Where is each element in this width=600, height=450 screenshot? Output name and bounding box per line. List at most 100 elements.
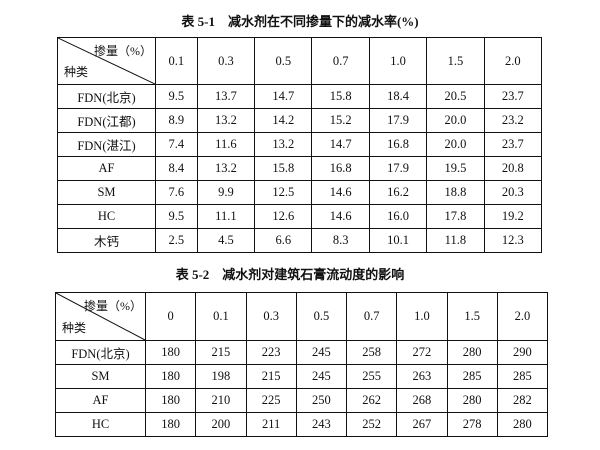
table-cell: 200	[195, 412, 247, 437]
table-row: AF 8.4 13.2 15.8 16.8 17.9 19.5 20.8	[57, 156, 543, 181]
fluidity-table: 掺量（%） 种类 0 0.1 0.3 0.5 0.7 1.0 1.5 2.0 FDN(北京) 180 2…	[55, 292, 549, 437]
table-cell: 13.7	[196, 84, 256, 109]
table-cell: 17.9	[368, 156, 428, 181]
table-cell: 223	[245, 340, 297, 365]
dosage-label: 掺量（%）	[94, 44, 152, 58]
table-cell: 2.5	[155, 228, 198, 253]
table-cell: 14.7	[254, 84, 313, 109]
row-header: FDN(湛江)	[57, 132, 156, 157]
table-cell: 7.4	[155, 132, 198, 157]
column-header: 0.1	[155, 37, 198, 85]
table-cell: 245	[295, 340, 348, 365]
table-row: FDN(湛江) 7.4 11.6 13.2 14.7 16.8 20.0 23.7	[57, 132, 543, 157]
table-cell: 278	[446, 412, 498, 437]
table-cell: 7.6	[155, 180, 198, 205]
table-cell: 255	[345, 364, 398, 389]
table-cell: 18.8	[426, 180, 485, 205]
row-header: AF	[57, 156, 156, 181]
column-header: 1.5	[426, 37, 485, 85]
table-cell: 13.2	[196, 108, 256, 133]
column-header: 0.1	[195, 292, 247, 341]
table-cell: 17.8	[426, 204, 485, 229]
table-cell: 9.5	[155, 84, 198, 109]
table-cell: 280	[446, 340, 498, 365]
type-label: 种类	[64, 65, 89, 79]
table-cell: 285	[496, 364, 549, 389]
table-cell: 20.0	[426, 132, 485, 157]
table-cell: 280	[496, 412, 549, 437]
table-cell: 9.5	[155, 204, 198, 229]
table-cell: 16.8	[311, 156, 370, 181]
table-cell: 15.2	[311, 108, 370, 133]
table-cell: 12.6	[254, 204, 313, 229]
table-cell: 8.4	[155, 156, 198, 181]
table-cell: 16.2	[368, 180, 428, 205]
table-cell: 20.8	[483, 156, 543, 181]
column-header: 1.0	[368, 37, 428, 85]
corner-header: 掺量（%） 种类	[57, 37, 156, 85]
table-cell: 262	[345, 388, 398, 413]
corner-header: 掺量（%） 种类	[55, 292, 146, 341]
column-header: 0.3	[196, 37, 256, 85]
diagonal-divider	[58, 38, 155, 84]
table-cell: 17.9	[368, 108, 428, 133]
header-row: 掺量（%） 种类 0.1 0.3 0.5 0.7 1.0 1.5 2.0	[57, 37, 543, 85]
table-cell: 215	[245, 364, 297, 389]
table-cell: 180	[144, 412, 197, 437]
table-cell: 8.3	[311, 228, 370, 253]
table-cell: 211	[245, 412, 297, 437]
table-cell: 267	[396, 412, 448, 437]
table-cell: 198	[195, 364, 247, 389]
table-cell: 285	[446, 364, 498, 389]
table-cell: 268	[396, 388, 448, 413]
column-header: 2.0	[483, 37, 543, 85]
table-cell: 250	[295, 388, 348, 413]
table-cell: 225	[245, 388, 297, 413]
table-cell: 16.8	[368, 132, 428, 157]
table-cell: 20.0	[426, 108, 485, 133]
table-row: FDN(北京) 9.5 13.7 14.7 15.8 18.4 20.5 23.7	[57, 84, 543, 109]
column-header: 0.5	[254, 37, 313, 85]
table-cell: 180	[144, 340, 197, 365]
row-header: 木钙	[57, 228, 156, 253]
table-row: 木钙 2.5 4.5 6.6 8.3 10.1 11.8 12.3	[57, 228, 543, 253]
table-cell: 10.1	[368, 228, 428, 253]
table-cell: 23.2	[483, 108, 543, 133]
table-cell: 6.6	[254, 228, 313, 253]
column-header: 1.0	[396, 292, 448, 341]
table-cell: 12.3	[483, 228, 543, 253]
table-cell: 13.2	[254, 132, 313, 157]
table-cell: 4.5	[196, 228, 256, 253]
table-cell: 290	[496, 340, 549, 365]
row-header: FDN(江都)	[57, 108, 156, 133]
table-cell: 245	[295, 364, 348, 389]
column-header: 0.7	[311, 37, 370, 85]
table-row: HC 180 200 211 243 252 267 278 280	[55, 412, 549, 437]
table-row: FDN(江都) 8.9 13.2 14.2 15.2 17.9 20.0 23.2	[57, 108, 543, 133]
table-cell: 14.6	[311, 180, 370, 205]
table-cell: 272	[396, 340, 448, 365]
table-cell: 8.9	[155, 108, 198, 133]
table-row: SM 7.6 9.9 12.5 14.6 16.2 18.8 20.3	[57, 180, 543, 205]
table-cell: 19.2	[483, 204, 543, 229]
column-header: 0.5	[295, 292, 348, 341]
table-cell: 14.7	[311, 132, 370, 157]
dosage-label: 掺量（%）	[84, 299, 142, 313]
table-cell: 11.6	[196, 132, 256, 157]
row-header: AF	[55, 388, 146, 413]
header-row: 掺量（%） 种类 0 0.1 0.3 0.5 0.7 1.0 1.5 2.0	[55, 292, 549, 341]
table-cell: 180	[144, 388, 197, 413]
table-cell: 18.4	[368, 84, 428, 109]
table-row: AF 180 210 225 250 262 268 280 282	[55, 388, 549, 413]
column-header: 1.5	[446, 292, 498, 341]
table-cell: 243	[295, 412, 348, 437]
table-cell: 11.1	[196, 204, 256, 229]
diagonal-divider	[56, 293, 145, 340]
table2-title: 表 5-2 减水剂对建筑石膏流动度的影响	[175, 267, 405, 282]
table-cell: 282	[496, 388, 549, 413]
table1-title: 表 5-1 减水剂在不同掺量下的减水率(%)	[181, 14, 419, 29]
table-row: SM 180 198 215 245 255 263 285 285	[55, 364, 549, 389]
table-cell: 252	[345, 412, 398, 437]
table-cell: 15.8	[254, 156, 313, 181]
table-cell: 215	[195, 340, 247, 365]
